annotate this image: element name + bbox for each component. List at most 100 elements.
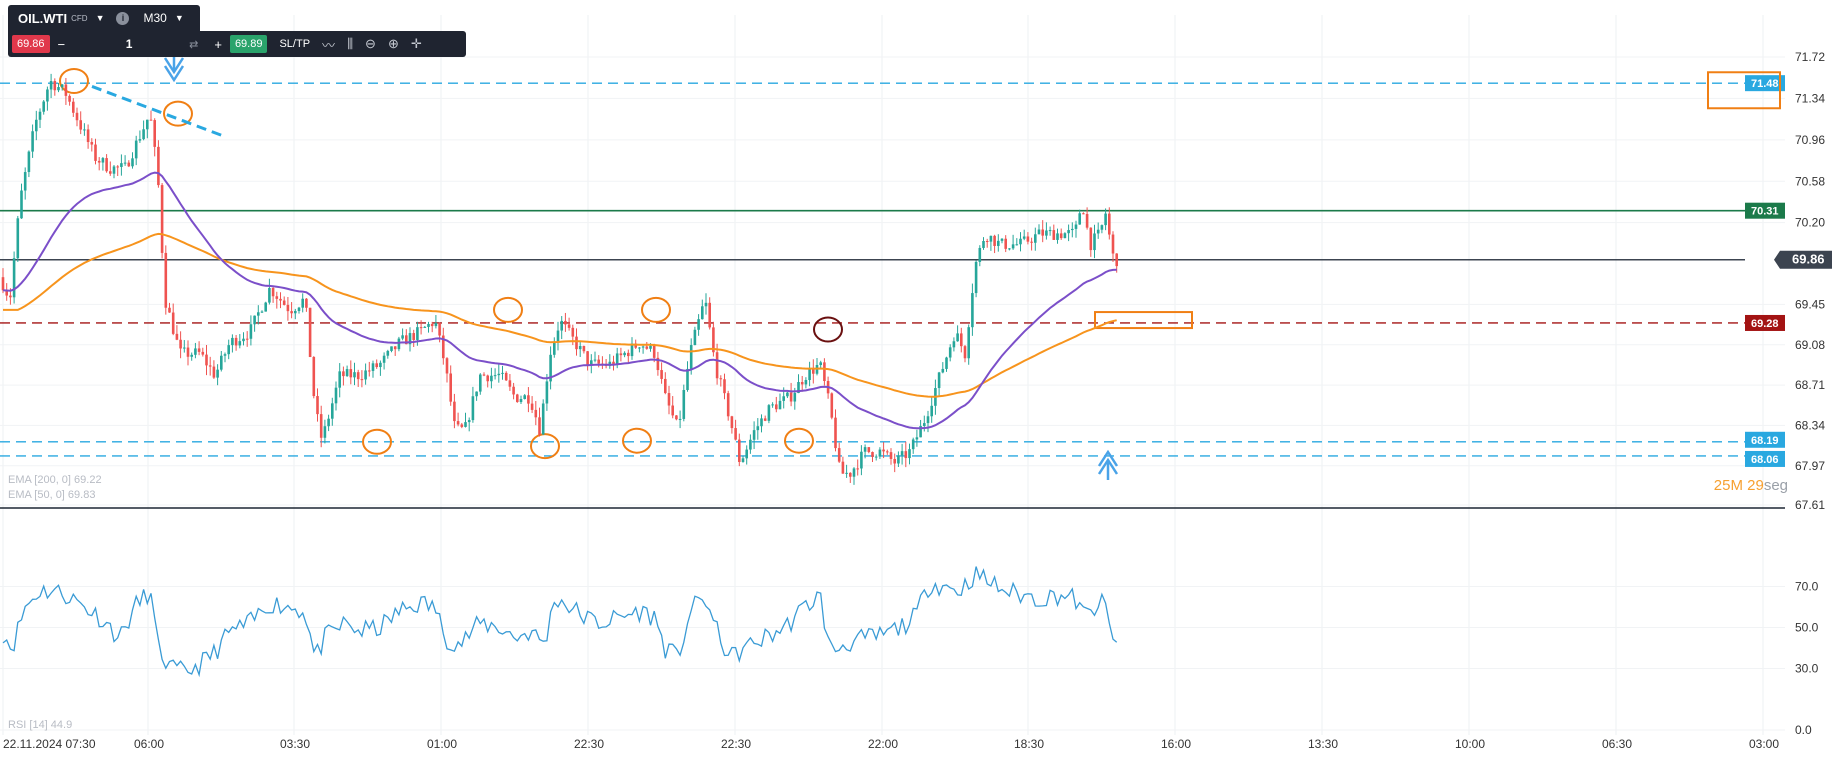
price-tag	[1745, 431, 1785, 448]
rsi-tick-label: 70.0	[1795, 580, 1819, 594]
candle	[856, 459, 859, 476]
candle	[86, 124, 90, 149]
candle	[127, 160, 131, 168]
price-axis: 71.72 71.34 70.96 70.58 70.20 69.45 69.08 68.71…	[1795, 50, 1825, 512]
candle	[1048, 226, 1052, 236]
candle	[527, 387, 530, 413]
candle	[57, 82, 60, 93]
info-icon[interactable]: i	[116, 11, 130, 25]
indicator-icon[interactable]: ⫼	[347, 36, 354, 51]
candle	[645, 341, 649, 350]
candle	[231, 334, 234, 353]
candle	[971, 283, 974, 336]
candle	[638, 347, 641, 353]
candle	[911, 437, 915, 454]
candle	[312, 356, 316, 399]
candle	[294, 308, 297, 320]
candle	[952, 337, 956, 352]
candle	[238, 334, 242, 349]
x-tick-label: 01:00	[427, 737, 457, 751]
ema-50-line	[2, 171, 1117, 430]
zoom-in-icon[interactable]: ⊕	[387, 36, 399, 51]
candle	[364, 363, 367, 385]
candle	[1011, 234, 1015, 250]
candle	[763, 415, 767, 422]
candle	[1030, 237, 1033, 251]
sell-button[interactable]: 69.86	[12, 35, 50, 53]
candle	[604, 358, 608, 369]
candle	[290, 302, 293, 319]
candle	[530, 396, 534, 414]
sltp-button[interactable]: SL/TP	[279, 38, 311, 50]
candle	[253, 315, 256, 332]
candle	[1056, 228, 1059, 244]
candle	[23, 167, 27, 200]
x-tick-label: 22.11.2024 07:30	[3, 737, 96, 751]
candle	[149, 110, 153, 121]
candle	[401, 328, 404, 341]
candle	[138, 130, 142, 143]
timeframe-selector[interactable]: M30	[143, 11, 167, 25]
decrease-quantity-button[interactable]: −	[57, 36, 66, 52]
caret-down-icon[interactable]: ▼	[95, 13, 105, 23]
candle	[371, 360, 375, 378]
candle	[27, 150, 31, 178]
increase-quantity-button[interactable]: +	[214, 36, 222, 52]
y-tick-label: 68.71	[1795, 378, 1825, 392]
candle	[804, 377, 808, 389]
candle	[1104, 208, 1107, 231]
candle	[893, 453, 896, 473]
candle	[308, 307, 312, 358]
candle	[704, 293, 708, 315]
pivot-circle	[530, 433, 560, 460]
candle	[993, 234, 996, 254]
x-tick-label: 03:00	[1749, 737, 1779, 751]
zoom-out-icon[interactable]: ⊖	[365, 36, 376, 51]
x-tick-label: 03:30	[280, 737, 310, 751]
candle	[882, 442, 885, 459]
candle	[397, 336, 401, 352]
ema200-legend[interactable]: EMA [200, 0] 69.22	[8, 474, 102, 486]
candle	[286, 296, 290, 321]
candle	[786, 391, 789, 399]
trade-toolbar: OIL.WTI CFD ▼ i M30 ▼ 69.86 − 1 ⇄ + 69.8…	[8, 5, 468, 57]
x-tick-label: 22:30	[721, 737, 751, 751]
sync-icon[interactable]: ⇄	[189, 38, 199, 51]
ema50-legend[interactable]: EMA [50, 0] 69.83	[8, 489, 96, 501]
crosshair-icon[interactable]: ✛	[410, 36, 422, 51]
grid	[0, 15, 1785, 735]
timeframe-caret-icon[interactable]: ▼	[174, 13, 184, 23]
candle	[453, 393, 456, 429]
candle	[1008, 248, 1011, 251]
candle	[275, 291, 279, 309]
candle	[1045, 222, 1048, 240]
candle-countdown: 25M 29seg	[1714, 477, 1788, 494]
candle	[1115, 253, 1118, 273]
rsi-legend[interactable]: RSI [14] 44.9	[8, 719, 73, 731]
buy-button[interactable]: 69.89	[229, 35, 268, 53]
candle	[20, 183, 23, 219]
candle	[382, 352, 386, 370]
candle	[90, 138, 94, 152]
candle	[479, 373, 482, 395]
quantity-input[interactable]: 1	[125, 37, 133, 51]
candle	[386, 349, 390, 359]
candle	[641, 345, 645, 354]
candle	[830, 392, 834, 420]
price-tag	[1745, 314, 1785, 331]
candle	[482, 372, 486, 377]
y-tick-label: 71.72	[1795, 50, 1825, 64]
candle	[908, 443, 911, 465]
candle	[693, 326, 697, 346]
instrument-bar: OIL.WTI CFD ▼ i M30 ▼	[8, 5, 200, 31]
x-tick-label: 06:30	[1602, 737, 1632, 751]
candle	[978, 245, 982, 267]
candle	[708, 297, 711, 330]
candle	[841, 456, 845, 474]
line-chart-icon[interactable]: 〰	[322, 37, 336, 53]
candle	[216, 364, 219, 386]
candle	[756, 418, 760, 440]
candle	[60, 83, 64, 91]
symbol-label[interactable]: OIL.WTI	[18, 10, 68, 26]
